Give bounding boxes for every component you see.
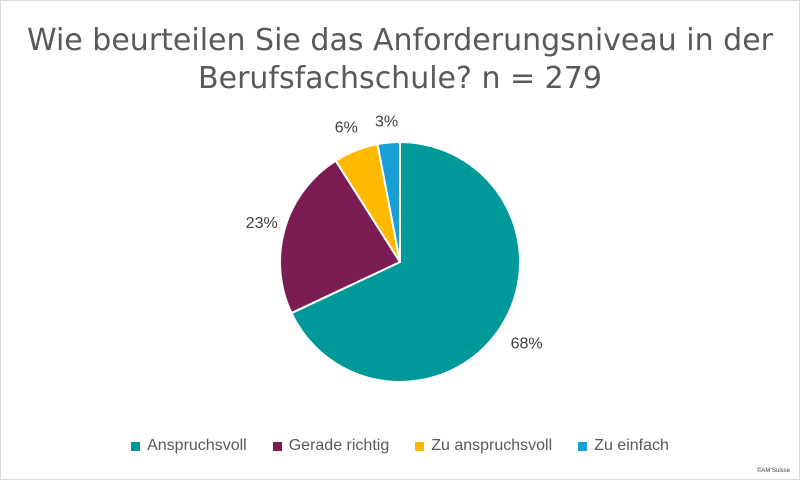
chart-title-line-1: Wie beurteilen Sie das Anforderungsnivea… [26,23,774,58]
legend-item-anspruchsvoll: Anspruchsvoll [131,437,247,455]
data-label-zu-anspruchsvoll: 6% [335,119,358,136]
legend-swatch-zu-anspruchsvoll [415,441,425,451]
legend: Anspruchsvoll Gerade richtig Zu anspruch… [0,437,800,455]
credit-text: ©AM Suisse [756,468,790,474]
legend-label-zu-einfach: Zu einfach [594,437,669,454]
legend-label-gerade-richtig: Gerade richtig [288,437,390,454]
data-label-gerade-richtig: 23% [246,215,278,232]
pie-slice-zu-einfach [376,141,401,263]
legend-swatch-anspruchsvoll [131,441,141,451]
data-label-zu-einfach: 3% [375,114,398,131]
legend-swatch-gerade-richtig [272,441,282,451]
legend-swatch-zu-einfach [578,441,588,451]
pie-slice-gerade-richtig [279,159,401,315]
data-label-anspruchsvoll: 68% [511,335,543,352]
legend-label-anspruchsvoll: Anspruchsvoll [147,437,247,454]
legend-item-gerade-richtig: Gerade richtig [272,437,390,455]
legend-label-zu-anspruchsvoll: Zu anspruchsvoll [431,437,553,454]
pie-slice-anspruchsvoll [290,141,521,383]
chart-title-line-2: Berufsfachschule? n = 279 [198,61,602,96]
legend-item-zu-anspruchsvoll: Zu anspruchsvoll [415,437,552,455]
legend-item-zu-einfach: Zu einfach [578,437,669,455]
chart-title: Wie beurteilen Sie das Anforderungsnivea… [0,22,800,98]
